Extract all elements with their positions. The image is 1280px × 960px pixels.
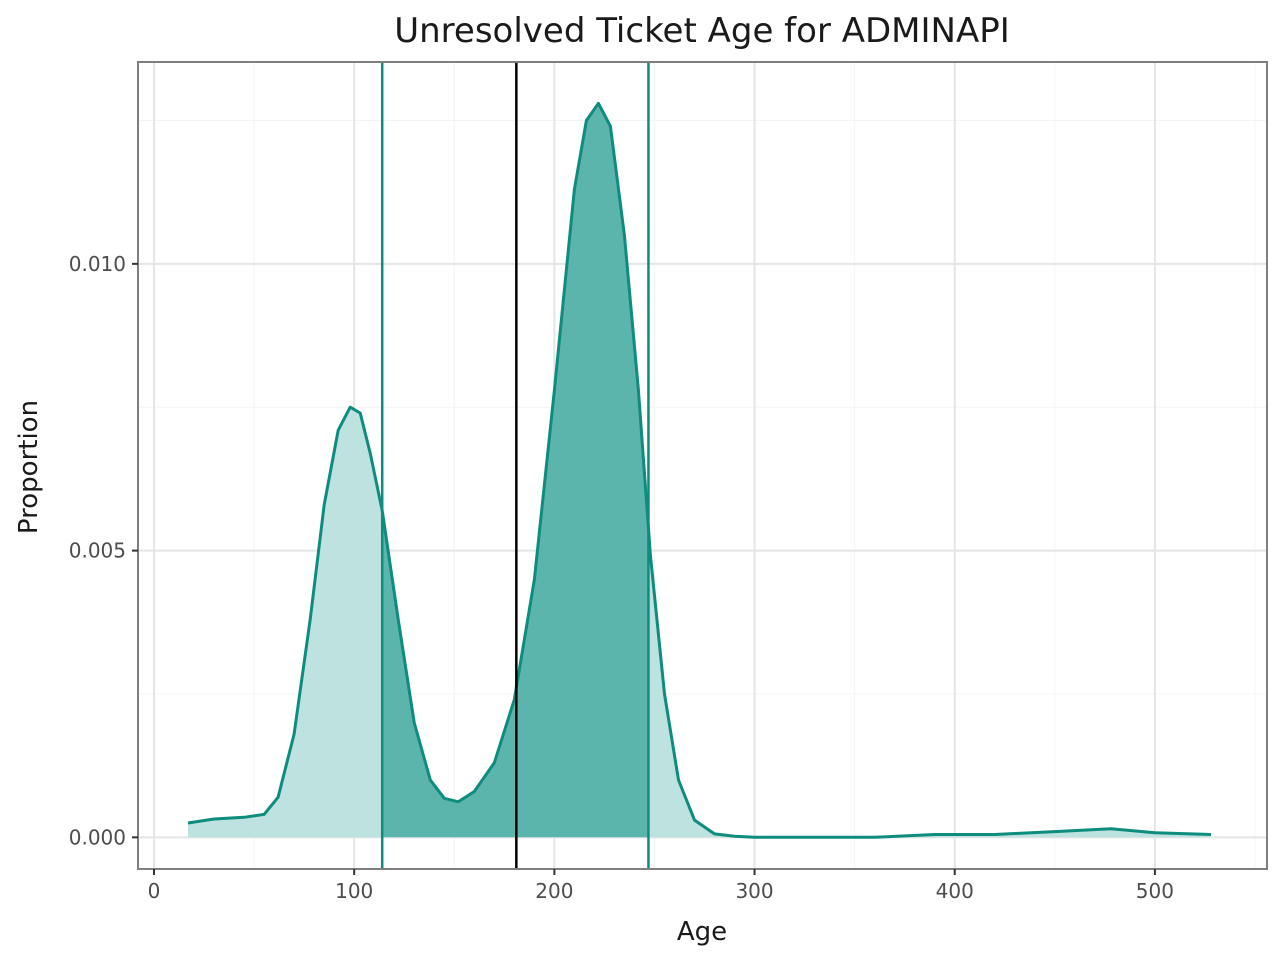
x-tick-label: 200 — [535, 879, 573, 903]
density-fill-interval — [382, 103, 649, 838]
density-fill-outer — [188, 103, 1211, 838]
density-curve — [187, 101, 1212, 839]
x-axis-title: Age — [677, 917, 727, 947]
x-tick-label: 500 — [1136, 879, 1174, 903]
y-axis-title: Proportion — [14, 400, 44, 534]
x-tick-label: 0 — [148, 879, 161, 903]
x-tick-label: 100 — [335, 879, 373, 903]
plot-border — [137, 61, 1268, 870]
chart-title: Unresolved Ticket Age for ADMINAPI — [394, 11, 1010, 51]
y-tick-label: 0.005 — [69, 539, 126, 563]
x-tick-label: 400 — [936, 879, 974, 903]
x-tick-label: 300 — [735, 879, 773, 903]
y-tick-label: 0.000 — [69, 825, 126, 849]
y-tick-label: 0.010 — [69, 252, 126, 276]
